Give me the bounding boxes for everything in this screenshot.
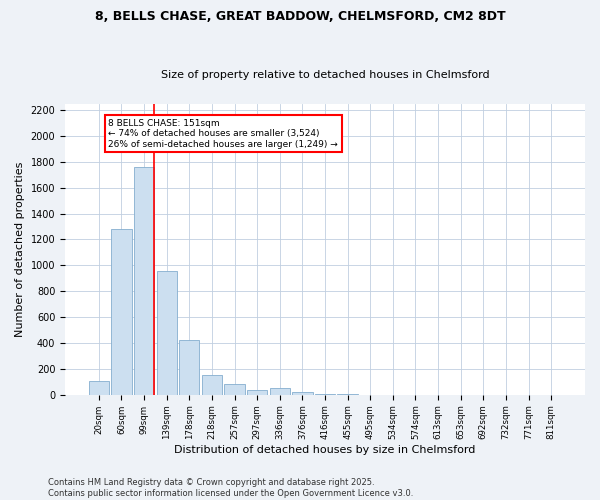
Title: Size of property relative to detached houses in Chelmsford: Size of property relative to detached ho… [161, 70, 490, 81]
Bar [315, 394, 335, 395]
Bar [134, 167, 154, 395]
Y-axis label: Number of detached properties: Number of detached properties [15, 162, 25, 337]
Bar [292, 392, 313, 395]
Bar [179, 340, 199, 395]
Bar [111, 229, 131, 395]
Text: 8 BELLS CHASE: 151sqm
← 74% of detached houses are smaller (3,524)
26% of semi-d: 8 BELLS CHASE: 151sqm ← 74% of detached … [109, 119, 338, 149]
X-axis label: Distribution of detached houses by size in Chelmsford: Distribution of detached houses by size … [175, 445, 476, 455]
Bar [89, 382, 109, 395]
Bar [202, 375, 222, 395]
Bar [247, 390, 268, 395]
Bar [224, 384, 245, 395]
Text: 8, BELLS CHASE, GREAT BADDOW, CHELMSFORD, CM2 8DT: 8, BELLS CHASE, GREAT BADDOW, CHELMSFORD… [95, 10, 505, 23]
Bar [157, 270, 177, 395]
Bar [269, 388, 290, 395]
Text: Contains HM Land Registry data © Crown copyright and database right 2025.
Contai: Contains HM Land Registry data © Crown c… [48, 478, 413, 498]
